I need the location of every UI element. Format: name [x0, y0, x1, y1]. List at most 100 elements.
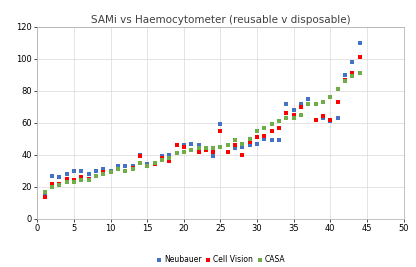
Neubauer	[107, 169, 114, 173]
Neubauer	[63, 172, 70, 176]
Cell Vision	[151, 162, 158, 167]
Neubauer	[56, 175, 63, 179]
CASA	[78, 178, 85, 183]
Neubauer	[210, 154, 216, 159]
Neubauer	[122, 164, 129, 168]
Neubauer	[203, 146, 209, 151]
CASA	[356, 71, 363, 75]
Neubauer	[298, 101, 305, 106]
CASA	[181, 150, 187, 154]
Neubauer	[268, 138, 275, 143]
Neubauer	[254, 142, 260, 146]
Cell Vision	[173, 143, 180, 147]
CASA	[268, 122, 275, 127]
Neubauer	[136, 153, 143, 157]
Cell Vision	[158, 156, 165, 160]
Cell Vision	[290, 113, 297, 117]
Cell Vision	[78, 175, 85, 179]
CASA	[283, 116, 290, 120]
Title: SAMi vs Haemocytometer (reusable v disposable): SAMi vs Haemocytometer (reusable v dispo…	[91, 14, 350, 25]
Neubauer	[283, 101, 290, 106]
Cell Vision	[203, 148, 209, 152]
CASA	[136, 161, 143, 165]
CASA	[203, 146, 209, 151]
CASA	[261, 125, 268, 130]
CASA	[312, 101, 319, 106]
Legend: Neubauer, Cell Vision, CASA: Neubauer, Cell Vision, CASA	[153, 252, 288, 267]
Cell Vision	[261, 134, 268, 138]
CASA	[122, 169, 129, 173]
Cell Vision	[63, 177, 70, 181]
CASA	[71, 180, 77, 184]
Neubauer	[217, 122, 224, 127]
CASA	[129, 167, 136, 171]
CASA	[63, 180, 70, 184]
CASA	[254, 129, 260, 133]
Neubauer	[349, 60, 356, 64]
Cell Vision	[115, 167, 121, 171]
CASA	[298, 113, 305, 117]
Neubauer	[239, 145, 246, 149]
CASA	[327, 95, 334, 99]
Cell Vision	[342, 77, 348, 82]
Neubauer	[188, 142, 195, 146]
Cell Vision	[122, 169, 129, 173]
Cell Vision	[356, 55, 363, 59]
Neubauer	[144, 162, 151, 167]
CASA	[56, 183, 63, 187]
Cell Vision	[319, 114, 326, 119]
CASA	[305, 101, 312, 106]
Neubauer	[356, 41, 363, 45]
CASA	[319, 100, 326, 104]
Cell Vision	[254, 135, 260, 139]
Neubauer	[100, 167, 106, 171]
Cell Vision	[334, 100, 341, 104]
CASA	[115, 167, 121, 171]
Cell Vision	[93, 174, 99, 178]
CASA	[349, 74, 356, 78]
CASA	[166, 156, 173, 160]
CASA	[188, 148, 195, 152]
CASA	[151, 161, 158, 165]
Cell Vision	[312, 117, 319, 122]
CASA	[107, 170, 114, 175]
CASA	[173, 151, 180, 155]
Cell Vision	[327, 117, 334, 122]
Cell Vision	[298, 105, 305, 109]
Cell Vision	[210, 150, 216, 154]
Neubauer	[85, 172, 92, 176]
Neubauer	[115, 164, 121, 168]
CASA	[93, 174, 99, 178]
Cell Vision	[268, 129, 275, 133]
CASA	[210, 146, 216, 151]
Cell Vision	[181, 145, 187, 149]
Cell Vision	[136, 154, 143, 159]
Neubauer	[232, 146, 238, 151]
Neubauer	[42, 193, 48, 197]
CASA	[85, 178, 92, 183]
Cell Vision	[107, 170, 114, 175]
CASA	[42, 190, 48, 194]
CASA	[239, 142, 246, 146]
CASA	[342, 79, 348, 83]
Neubauer	[225, 150, 231, 154]
Cell Vision	[305, 101, 312, 106]
CASA	[225, 143, 231, 147]
CASA	[232, 138, 238, 143]
Neubauer	[49, 174, 55, 178]
Cell Vision	[166, 159, 173, 163]
Cell Vision	[225, 150, 231, 154]
CASA	[49, 185, 55, 189]
CASA	[334, 87, 341, 91]
Neubauer	[181, 143, 187, 147]
CASA	[144, 164, 151, 168]
Cell Vision	[188, 148, 195, 152]
Neubauer	[319, 116, 326, 120]
Cell Vision	[71, 178, 77, 183]
Cell Vision	[276, 125, 282, 130]
CASA	[195, 146, 202, 151]
Cell Vision	[232, 143, 238, 147]
Neubauer	[78, 169, 85, 173]
Neubauer	[158, 154, 165, 159]
Cell Vision	[239, 153, 246, 157]
